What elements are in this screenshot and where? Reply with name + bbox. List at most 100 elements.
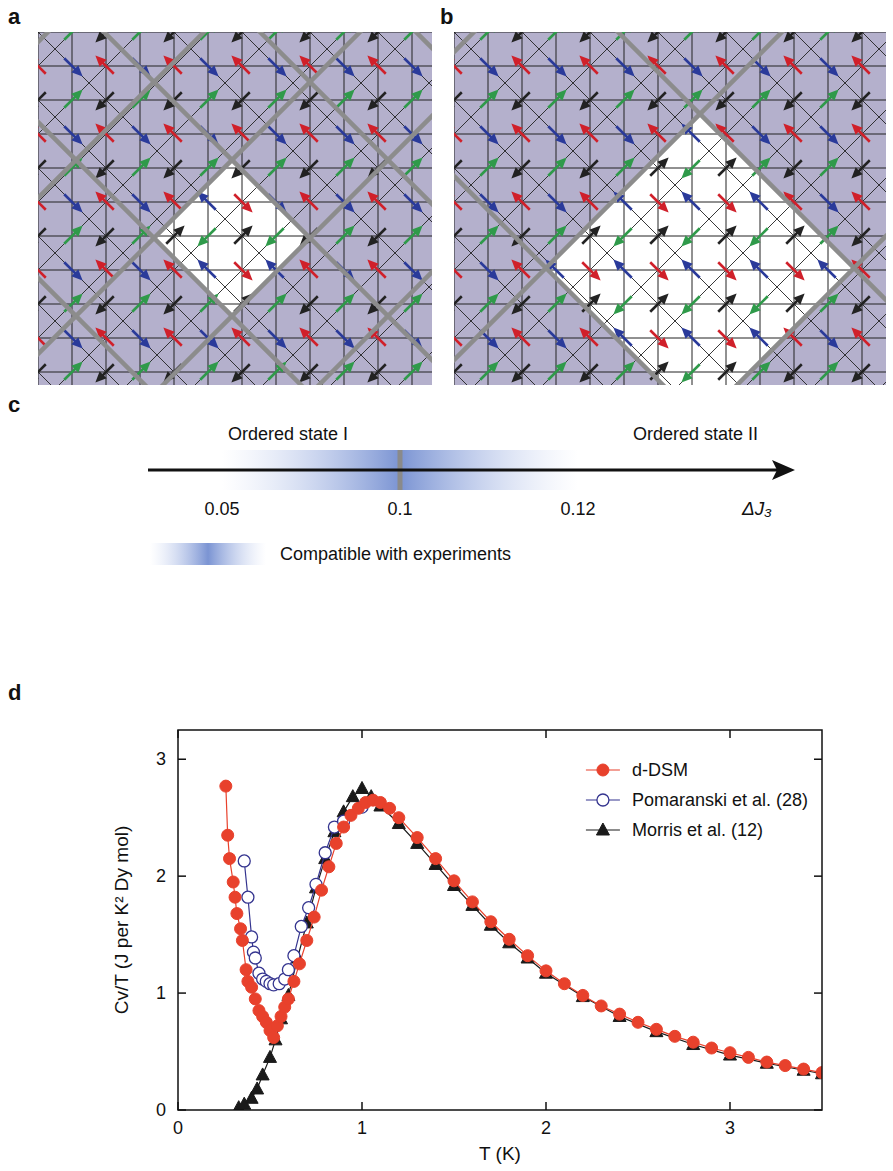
spin-arrow-head (851, 167, 862, 178)
domain-wall (454, 32, 886, 385)
spin-arrow-head (231, 123, 242, 134)
spin-arrow-head (454, 55, 455, 66)
domain-wall (187, 32, 432, 385)
spin-arrow-head (411, 225, 422, 236)
spin-arrow-head (231, 327, 242, 338)
lattice-line (72, 66, 106, 100)
domain-wall (454, 32, 886, 385)
lattice-line (242, 236, 276, 270)
spin-arrow-head (487, 361, 498, 372)
spin-arrow-head (749, 235, 760, 246)
spin-arrow-head (241, 225, 252, 236)
lattice-line (726, 236, 760, 270)
spin-arrow-head (681, 259, 692, 270)
data-point (706, 1042, 718, 1054)
lattice-line (38, 66, 432, 67)
spin-arrow-head (487, 337, 498, 348)
data-point (238, 855, 250, 867)
spin-arrow-head (555, 293, 566, 304)
data-point (356, 781, 369, 793)
spin-arrow-head (38, 371, 39, 382)
data-point (288, 975, 300, 987)
spin-arrow-head (95, 55, 106, 66)
spin-arrow-head (241, 201, 252, 212)
spin-arrow-head (589, 225, 600, 236)
spin-arrow-head (343, 133, 354, 144)
data-point (687, 1036, 699, 1048)
lattice-line (828, 134, 862, 168)
spin-arrow (480, 32, 493, 40)
x-tick (545, 730, 547, 738)
spin-arrow-head (487, 32, 498, 33)
spin-arrow-head (647, 123, 658, 134)
spin-arrow (454, 228, 462, 241)
spin-arrow-head (367, 123, 378, 134)
data-point (797, 1063, 810, 1075)
spin-arrow-head (38, 55, 39, 66)
x-tick (729, 730, 731, 738)
spin-arrow-head (827, 361, 838, 372)
lattice-line (862, 372, 886, 385)
y-tick (178, 758, 186, 760)
data-point (246, 981, 258, 993)
tick-label: 0.12 (560, 499, 595, 519)
spin-arrow-head (759, 133, 770, 144)
data-point (595, 1000, 607, 1012)
spin-arrow-head (827, 337, 838, 348)
data-point (558, 978, 570, 990)
series-line (239, 788, 822, 1107)
lattice-line (726, 304, 760, 338)
spin-arrow-head (275, 293, 286, 304)
spin-arrow-head (163, 259, 174, 270)
legend-swatch (150, 543, 266, 565)
spin-arrow-head (454, 327, 455, 338)
spin-arrow-head (71, 89, 82, 100)
spin-arrow-head (454, 32, 455, 43)
spin-arrow (38, 364, 46, 377)
spin-arrow-head (783, 167, 794, 178)
spin-arrow-head (827, 133, 838, 144)
lattice-line (72, 270, 106, 304)
spin-arrow-head (681, 191, 692, 202)
spin-arrow-head (454, 123, 455, 134)
state-label: Ordered state I (228, 424, 348, 444)
spin-arrow-head (681, 235, 692, 246)
lattice-line (556, 134, 590, 168)
lattice-line (38, 134, 432, 135)
data-point (282, 964, 294, 976)
spin-arrow (752, 32, 765, 40)
lattice-line (38, 202, 432, 203)
spin-arrow-head (851, 99, 862, 110)
domain-wall (38, 32, 336, 385)
data-point (308, 911, 320, 923)
spin-panel (454, 32, 886, 385)
spin-arrow-head (231, 99, 242, 110)
lattice-line (658, 236, 692, 270)
data-point (236, 934, 248, 946)
data-point (220, 780, 232, 792)
domain-wall (634, 32, 886, 385)
lattice-line (862, 372, 886, 385)
lattice-line (828, 202, 862, 236)
spin-arrow (38, 264, 46, 277)
domain-wall (38, 32, 432, 385)
lattice-line (276, 66, 310, 100)
lattice-line (488, 202, 522, 236)
domain-wall (343, 32, 432, 385)
lattice-line (454, 270, 886, 271)
spin-arrow-head (299, 55, 310, 66)
spin-arrow-head (725, 361, 736, 372)
legend-marker (597, 764, 609, 776)
spin-arrow-head (725, 337, 736, 348)
spin-arrow-head (454, 99, 455, 110)
data-point (724, 1047, 736, 1059)
domain-wall (38, 32, 432, 385)
spin-arrow-head (555, 201, 566, 212)
domain (154, 160, 310, 316)
lattice-line (344, 202, 378, 236)
panel-letter: d (8, 680, 21, 705)
data-point (319, 847, 331, 859)
lattice-line (38, 270, 432, 271)
spin-arrow-head (715, 55, 726, 66)
spin-arrow-head (299, 167, 310, 178)
